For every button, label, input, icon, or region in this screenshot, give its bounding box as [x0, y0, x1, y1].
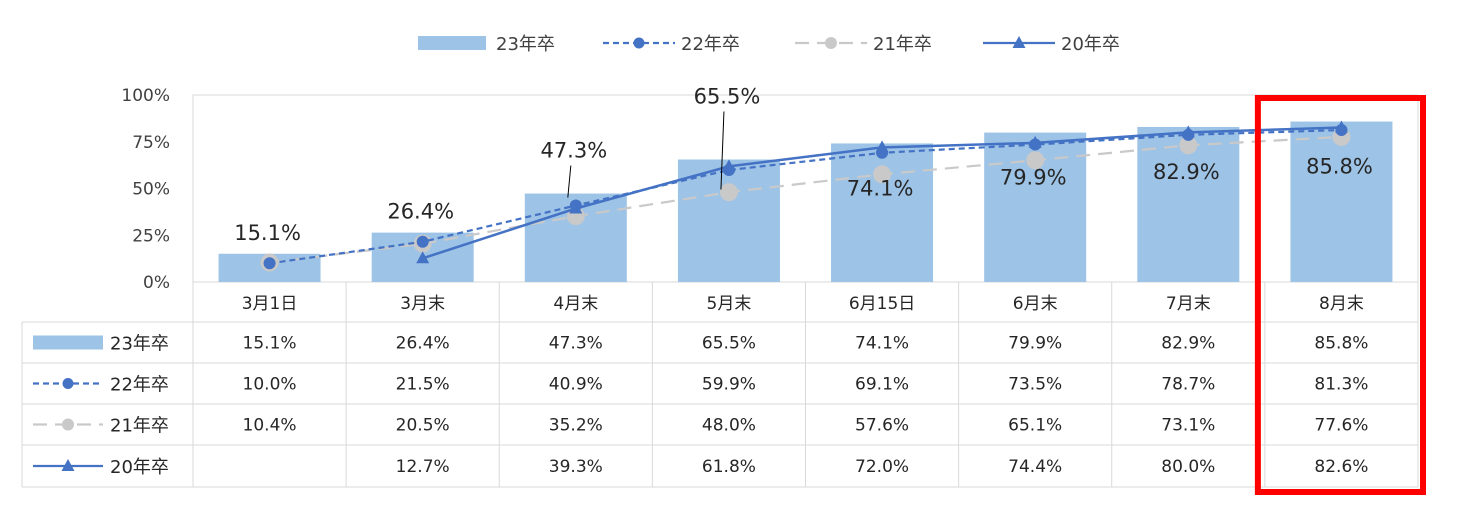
bar [831, 143, 934, 282]
label-leader [720, 111, 725, 190]
table-cell: 82.6% [1314, 457, 1368, 477]
series-marker [416, 251, 430, 264]
series-line [269, 128, 1342, 265]
bar [1290, 121, 1393, 282]
series-marker [1181, 125, 1195, 138]
table-row-label: 20年卒 [110, 457, 169, 478]
table-cell: 65.1% [1008, 416, 1062, 436]
x-tick-label: 5月末 [707, 294, 752, 314]
bar-data-label: 79.9% [1000, 166, 1067, 190]
x-tick-label: 4月末 [553, 294, 598, 314]
table-cell: 40.9% [549, 375, 603, 395]
series-marker [719, 183, 738, 202]
table-legend-marker [62, 378, 74, 389]
table-legend-swatch [33, 335, 103, 350]
x-tick-label: 7月末 [1166, 294, 1211, 314]
legend-label: 23年卒 [496, 34, 555, 55]
table-cell: 72.0% [855, 457, 909, 477]
x-tick-label: 3月末 [400, 294, 445, 314]
table-cell: 15.1% [243, 334, 297, 354]
table-cell: 10.4% [243, 416, 297, 436]
legend-label: 21年卒 [873, 34, 932, 55]
table-row-label: 23年卒 [110, 334, 169, 355]
legend-label: 20年卒 [1061, 34, 1120, 55]
table-cell: 77.6% [1314, 416, 1368, 436]
table-cell: 78.7% [1161, 375, 1215, 395]
x-tick-label: 6月末 [1013, 294, 1058, 314]
legend-marker [1012, 36, 1026, 48]
table-cell: 85.8% [1314, 334, 1368, 354]
bar-data-label: 15.1% [234, 221, 301, 245]
table-cell: 74.4% [1008, 457, 1062, 477]
series-marker [722, 159, 736, 172]
x-tick-label: 8月末 [1319, 294, 1364, 314]
table-cell: 20.5% [396, 416, 450, 436]
series-marker [875, 140, 889, 153]
series-marker [873, 165, 892, 184]
series-line [269, 135, 1342, 264]
highlight-box [1254, 95, 1426, 495]
table-row-label: 22年卒 [110, 375, 169, 396]
table-cell: 80.0% [1161, 457, 1215, 477]
legend-marker [633, 37, 645, 49]
y-tick-label: 100% [121, 86, 170, 106]
bar-data-label: 26.4% [387, 200, 454, 224]
series-marker [1026, 151, 1045, 170]
y-tick-label: 50% [132, 180, 170, 200]
table-cell: 81.3% [1314, 375, 1368, 395]
table-cell: 74.1% [855, 334, 909, 354]
table-cell: 26.4% [396, 334, 450, 354]
legend-label: 22年卒 [681, 34, 740, 55]
table-cell: 65.5% [702, 334, 756, 354]
legend-swatch [418, 36, 486, 50]
series-marker [1334, 120, 1348, 133]
bar-data-label: 65.5% [694, 85, 761, 109]
series-marker [1028, 135, 1042, 148]
bar [677, 159, 780, 282]
table-legend-marker [61, 459, 75, 471]
label-leader [567, 165, 572, 198]
table-cell: 79.9% [1008, 334, 1062, 354]
y-tick-label: 0% [143, 273, 170, 293]
x-tick-label: 3月1日 [242, 294, 298, 314]
y-tick-label: 25% [132, 226, 170, 246]
table-cell: 10.0% [243, 375, 297, 395]
table-cell: 82.9% [1161, 334, 1215, 354]
series-marker [263, 257, 276, 270]
y-tick-label: 75% [132, 133, 170, 153]
bar-data-label: 47.3% [540, 139, 607, 163]
table-cell: 69.1% [855, 375, 909, 395]
table-cell: 35.2% [549, 416, 603, 436]
legend-marker [825, 37, 837, 49]
series-marker [416, 235, 429, 248]
table-cell: 61.8% [702, 457, 756, 477]
table-cell: 59.9% [702, 375, 756, 395]
bar-data-label: 85.8% [1306, 155, 1373, 179]
table-cell: 57.6% [855, 416, 909, 436]
table-cell: 48.0% [702, 416, 756, 436]
series-marker [569, 201, 583, 214]
table-cell: 39.3% [549, 457, 603, 477]
table-cell: 47.3% [549, 334, 603, 354]
table-row-label: 21年卒 [110, 416, 169, 437]
series-marker [1179, 136, 1198, 155]
x-tick-label: 6月15日 [849, 294, 915, 314]
table-legend-marker [62, 418, 74, 431]
bar-data-label: 74.1% [847, 176, 914, 200]
table-cell: 21.5% [396, 375, 450, 395]
table-cell: 73.1% [1161, 416, 1215, 436]
bar-data-label: 82.9% [1153, 160, 1220, 184]
table-cell: 12.7% [396, 457, 450, 477]
table-cell: 73.5% [1008, 375, 1062, 395]
